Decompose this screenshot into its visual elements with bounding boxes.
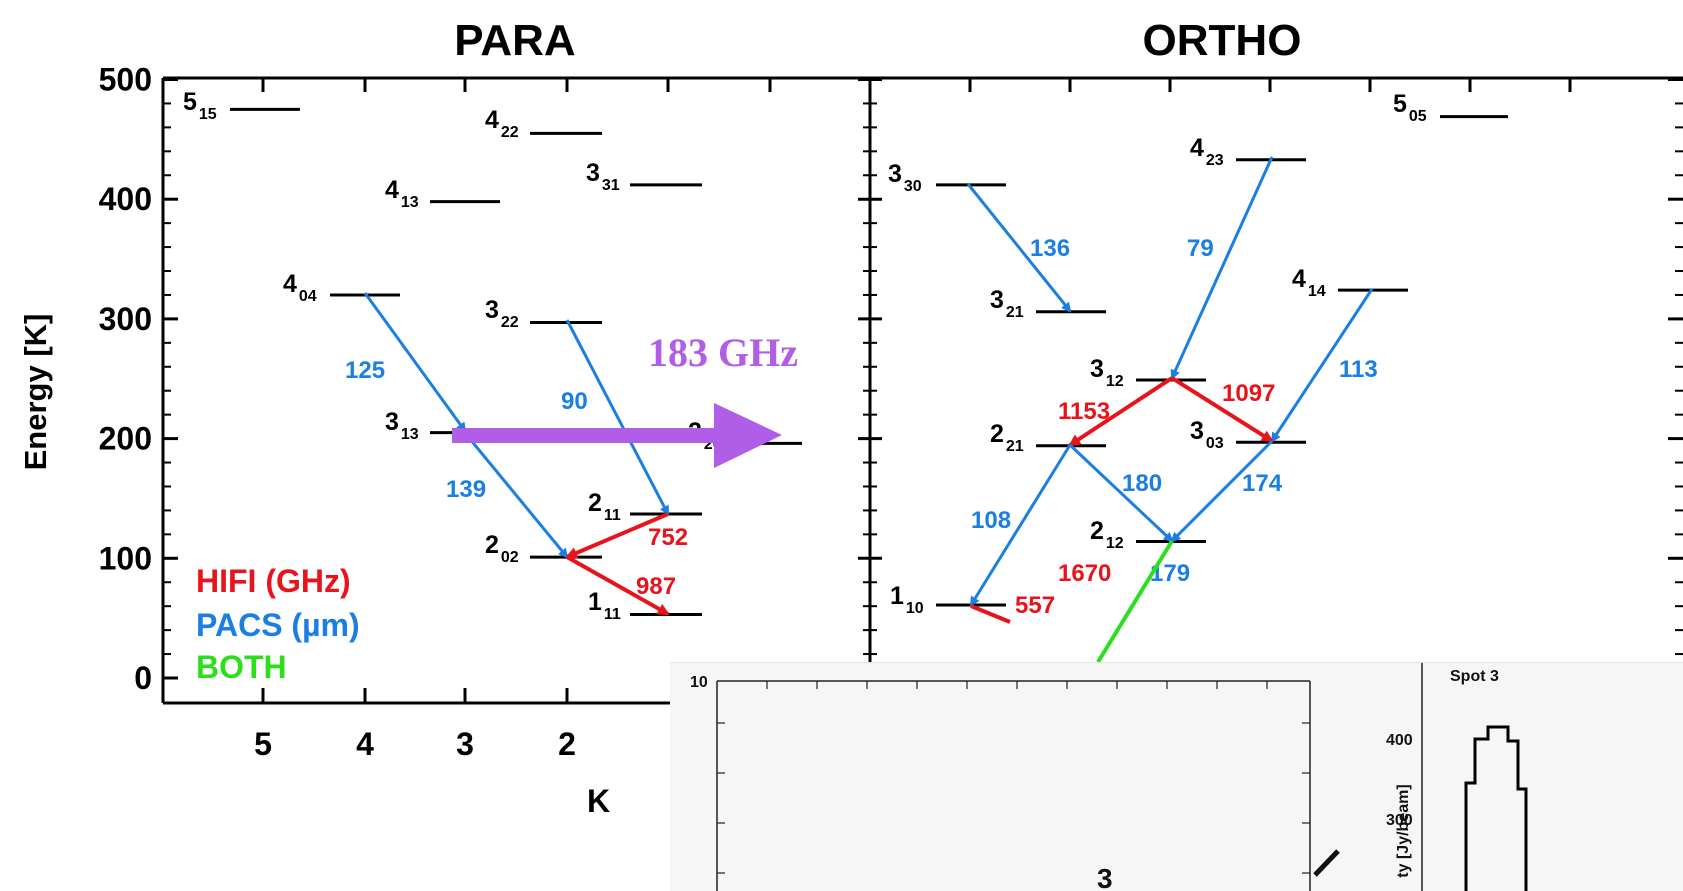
energy-level-label: 2 12 (1090, 517, 1124, 552)
inset-figure: 10 3 ty [Jy/beam] 500 400 300 Spot 3 (670, 662, 1683, 891)
transition-arrow (1170, 376, 1274, 443)
transition-arrow (1170, 439, 1274, 543)
transition-label: 90 (561, 388, 588, 415)
transition-arrow (463, 432, 569, 559)
transition-arrow (1068, 443, 1174, 543)
y-axis-label: Energy [K] (18, 314, 53, 471)
energy-level-label: 3 13 (385, 408, 419, 443)
energy-level-label: 5 05 (1393, 90, 1427, 125)
energy-level-label: 4 14 (1292, 265, 1326, 300)
transition-arrow (1170, 156, 1274, 380)
inset-side-title: Spot 3 (1450, 668, 1499, 685)
energy-level-label: 2 02 (485, 531, 519, 566)
transition-arrow (969, 444, 1072, 607)
legend-hifi: HIFI (GHz) (196, 563, 351, 599)
title-para: PARA (454, 16, 575, 65)
y-tick-label: 200 (99, 421, 152, 457)
transition-arrow (565, 319, 670, 516)
energy-level-label: 1 10 (890, 582, 924, 617)
transition-arrow (966, 183, 1072, 313)
transition-arrow (1270, 288, 1374, 443)
transition-label: 752 (648, 524, 688, 551)
energy-level-label: 4 23 (1190, 134, 1224, 169)
energy-level-label: 3 30 (888, 160, 922, 195)
energy-level-label: 2 11 (588, 489, 621, 524)
energy-level-label: 2 21 (990, 420, 1024, 455)
transition-label: 125 (345, 357, 385, 384)
legend-both: BOTH (196, 649, 287, 685)
arrow-183ghz (452, 403, 782, 468)
energy-level-label: 3 22 (485, 296, 519, 331)
transition-label: 1670 (1058, 560, 1111, 587)
transition-label: 1097 (1222, 380, 1275, 407)
inset-plot: 10 3 ty [Jy/beam] 500 400 300 Spot 3 (690, 663, 1528, 891)
transition-label: 139 (446, 476, 486, 503)
transition-label: 79 (1187, 235, 1214, 262)
transition-arrow (565, 512, 669, 559)
transition-label: 557 (1015, 592, 1055, 619)
energy-level-label: 4 13 (385, 176, 419, 211)
transition-arrow (363, 292, 467, 433)
transition-label: 180 (1122, 470, 1162, 497)
transition-label: 113 (1339, 356, 1378, 383)
annotation-183ghz: 183 GHz (648, 330, 798, 375)
y-tick-label: 0 (134, 660, 152, 696)
y-tick-label: 400 (99, 181, 152, 217)
transition-arrow (1068, 376, 1174, 447)
energy-level-label: 5 15 (183, 88, 217, 123)
transition-label: 174 (1242, 470, 1283, 497)
inset-side-ytick-400: 400 (1386, 732, 1413, 749)
inset-side-ytick-300: 300 (1386, 812, 1413, 829)
y-axis: 500 400 300 200 100 0 (99, 62, 1683, 696)
x-axis-para: 5 4 3 2 (254, 688, 576, 762)
energy-level-label: 3 31 (586, 159, 620, 194)
transition-label: 1153 (1058, 398, 1110, 425)
x-tick-label: 2 (558, 726, 576, 762)
energy-level-label: 4 04 (283, 270, 317, 305)
inset-ytick-top: 10 (690, 674, 708, 691)
legend-pacs: PACS (µm) (196, 607, 360, 643)
x-tick-label: 3 (456, 726, 474, 762)
transitions: 125 139 90 752 987 136 79 113 1153 1097 180 174 108 1… (345, 156, 1378, 664)
transition-label: 108 (971, 507, 1011, 534)
inset-center-label: 3 (1097, 863, 1113, 891)
energy-level-label: 3 03 (1190, 417, 1224, 452)
energy-level-label: 4 22 (485, 106, 519, 141)
energy-level-label: 3 12 (1090, 355, 1124, 390)
ortho-levels: 5 05 4 23 3 30 4 14 3 21 3 12 2 21 3 03 2 12 1 10 (888, 90, 1508, 617)
transition-label: 987 (636, 573, 676, 600)
transition-arrow-both (1096, 539, 1174, 664)
x-tick-label: 5 (254, 726, 272, 762)
top-ticks (261, 78, 1572, 92)
x-tick-label: 4 (356, 726, 374, 762)
transition-arrow (566, 555, 670, 616)
x-axis-label-partial: K (587, 783, 610, 819)
y-tick-label: 100 (99, 540, 152, 576)
y-tick-label: 300 (99, 301, 152, 337)
transition-arrow-557 (970, 604, 1011, 624)
title-ortho: ORTHO (1143, 16, 1302, 65)
inset-side-ylabel: ty [Jy/beam] (1395, 784, 1412, 877)
transition-label: 136 (1030, 235, 1070, 262)
y-tick-label: 500 (99, 62, 152, 98)
para-levels: 515422413331404322313220211202111 (183, 88, 802, 623)
energy-level-label: 1 11 (588, 588, 621, 623)
energy-level-label: 3 21 (990, 286, 1024, 321)
